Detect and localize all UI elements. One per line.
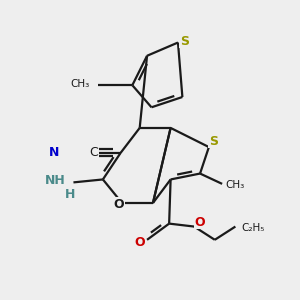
Text: S: S [209, 135, 218, 148]
Text: S: S [180, 34, 189, 48]
Text: N: N [49, 146, 59, 159]
Text: O: O [134, 236, 145, 249]
Text: H: H [65, 188, 76, 201]
Text: NH: NH [45, 174, 66, 188]
Text: C₂H₅: C₂H₅ [241, 223, 265, 233]
Text: CH₃: CH₃ [70, 79, 90, 89]
Text: C: C [90, 146, 98, 159]
Text: O: O [114, 198, 124, 211]
Text: O: O [195, 216, 206, 229]
Text: CH₃: CH₃ [225, 180, 244, 190]
